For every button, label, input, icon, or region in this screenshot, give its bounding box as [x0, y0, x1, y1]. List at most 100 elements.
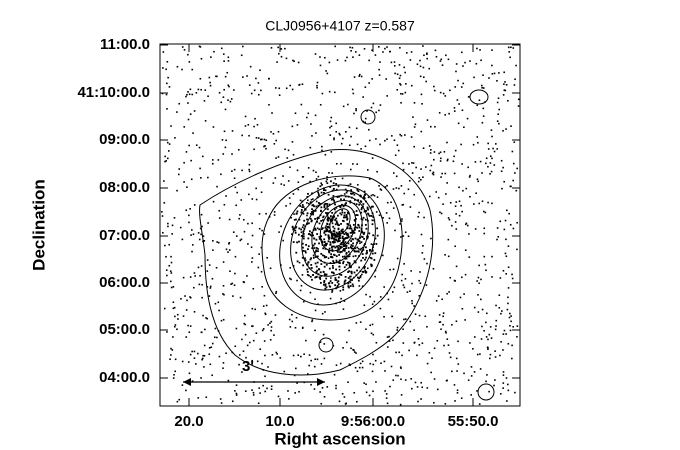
- photon: [245, 356, 247, 359]
- photon: [333, 187, 335, 190]
- photon: [453, 107, 456, 109]
- photon: [344, 131, 347, 133]
- photon: [336, 59, 339, 61]
- photon: [265, 212, 267, 215]
- photon: [287, 149, 290, 152]
- photon: [429, 152, 432, 154]
- photon: [333, 234, 336, 237]
- photon: [189, 276, 192, 278]
- photon: [203, 344, 206, 347]
- photon: [313, 242, 316, 245]
- photon: [234, 186, 237, 189]
- photon: [395, 351, 397, 354]
- photon: [400, 92, 402, 95]
- photon: [418, 344, 421, 346]
- photon: [489, 155, 492, 158]
- photon: [438, 321, 441, 323]
- photon: [310, 263, 313, 266]
- photon-map: [161, 45, 520, 406]
- photon: [166, 331, 168, 333]
- photon: [418, 295, 421, 297]
- photon: [480, 298, 482, 301]
- photon: [511, 150, 514, 153]
- photon: [392, 268, 395, 271]
- photon: [329, 229, 331, 232]
- photon: [446, 158, 449, 161]
- photon: [434, 49, 437, 52]
- photon: [459, 296, 462, 299]
- photon: [343, 233, 346, 236]
- photon: [399, 84, 402, 86]
- photon: [431, 357, 433, 360]
- photon: [222, 96, 225, 98]
- photon: [188, 214, 190, 217]
- photon: [502, 129, 504, 132]
- photon: [336, 281, 339, 284]
- photon: [301, 274, 304, 276]
- photon: [306, 268, 309, 271]
- photon: [276, 353, 278, 355]
- photon: [452, 160, 455, 163]
- photon: [185, 309, 188, 311]
- photon: [353, 193, 356, 196]
- photon: [200, 88, 202, 91]
- photon: [211, 162, 214, 165]
- photon: [315, 272, 318, 274]
- photon: [178, 168, 181, 170]
- photon: [339, 212, 341, 215]
- photon: [275, 292, 277, 295]
- photon: [214, 302, 217, 305]
- photon: [362, 249, 365, 251]
- photon: [321, 183, 323, 186]
- photon: [342, 249, 344, 252]
- photon: [308, 274, 310, 277]
- photon: [386, 222, 388, 224]
- photon: [315, 250, 317, 253]
- photon: [334, 45, 337, 48]
- photon: [487, 338, 489, 341]
- photon: [201, 225, 203, 228]
- photon: [400, 279, 403, 282]
- photon: [379, 61, 381, 63]
- photon: [400, 367, 402, 370]
- photon: [197, 88, 200, 91]
- photon: [371, 303, 374, 306]
- photon: [413, 341, 416, 344]
- photon: [358, 226, 361, 229]
- photon: [378, 185, 380, 187]
- photon: [294, 227, 297, 229]
- photon: [284, 148, 286, 151]
- photon: [291, 225, 294, 228]
- photon: [344, 216, 347, 219]
- photon: [215, 266, 218, 269]
- photon: [317, 187, 319, 190]
- photon: [337, 280, 340, 283]
- photon: [261, 362, 263, 365]
- photon: [328, 250, 330, 253]
- photon: [273, 334, 275, 336]
- photon: [500, 310, 503, 312]
- photon: [290, 216, 292, 219]
- photon: [479, 353, 481, 355]
- photon: [296, 241, 298, 244]
- photon: [443, 344, 445, 347]
- photon: [508, 212, 510, 215]
- photon: [508, 316, 511, 319]
- photon: [307, 222, 310, 225]
- photon: [338, 254, 341, 256]
- photon: [251, 198, 254, 200]
- photon: [174, 358, 177, 361]
- photon: [357, 279, 360, 282]
- photon: [261, 329, 264, 332]
- photon: [460, 86, 463, 88]
- photon: [509, 312, 511, 315]
- photon: [239, 239, 242, 242]
- photon: [440, 328, 442, 331]
- photon: [199, 167, 201, 170]
- photon: [252, 339, 255, 342]
- photon: [437, 196, 440, 199]
- photon: [189, 113, 192, 115]
- photon: [186, 299, 188, 302]
- photon: [510, 315, 512, 317]
- photon: [307, 245, 310, 248]
